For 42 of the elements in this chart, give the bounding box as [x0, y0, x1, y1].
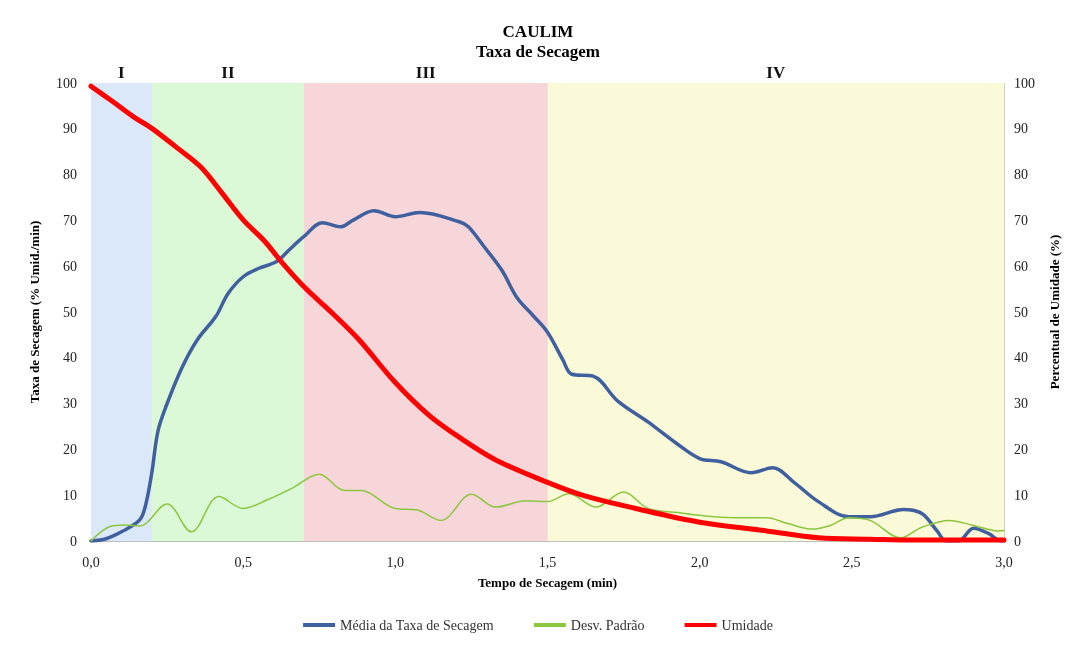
legend-label: Desv. Padrão	[570, 617, 645, 633]
y-tick-label: 70	[63, 212, 77, 228]
x-tick-label: 3,0	[995, 554, 1013, 570]
y2-tick-label: 90	[1014, 121, 1028, 137]
x-tick-label: 1,5	[538, 554, 557, 570]
y-axis-title: Taxa de Secagem (% Umid./min)	[27, 220, 42, 404]
y2-tick-label: 20	[1014, 441, 1028, 457]
chart-subtitle: Taxa de Secagem	[475, 42, 601, 61]
legend-label: Umidade	[721, 617, 773, 633]
y2-tick-label: 30	[1014, 396, 1028, 412]
x-tick-label: 1,0	[386, 554, 405, 570]
y2-tick-label: 80	[1014, 167, 1028, 183]
y-tick-label: 0	[70, 533, 77, 549]
y2-tick-label: 50	[1014, 304, 1028, 320]
y-tick-label: 90	[63, 121, 77, 137]
y-tick-label: 60	[63, 258, 77, 274]
band-label: I	[118, 63, 126, 82]
y2-tick-label: 70	[1014, 212, 1028, 228]
y-tick-label: 10	[63, 487, 77, 503]
y2-tick-label: 100	[1014, 75, 1035, 91]
chart-title: CAULIM	[502, 22, 574, 41]
x-tick-label: 2,5	[843, 554, 861, 570]
y-tick-label: 100	[56, 75, 77, 91]
y2-tick-label: 10	[1014, 487, 1028, 503]
band-label: IV	[766, 63, 786, 82]
x-tick-label: 0,5	[234, 554, 252, 570]
y2-tick-label: 60	[1014, 258, 1028, 274]
y2-axis-title: Percentual de Umidade (%)	[1047, 234, 1062, 390]
x-tick-label: 2,0	[690, 554, 709, 570]
y2-tick-label: 0	[1014, 533, 1021, 549]
x-tick-label: 0,0	[82, 554, 100, 570]
y2-tick-label: 40	[1014, 350, 1028, 366]
y-tick-label: 30	[63, 396, 77, 412]
y-tick-label: 80	[63, 167, 77, 183]
x-axis-title: Tempo de Secagem (min)	[477, 575, 618, 590]
band-label: III	[415, 63, 437, 82]
y-tick-label: 20	[63, 441, 77, 457]
y-tick-label: 40	[63, 350, 77, 366]
band-label: II	[221, 63, 235, 82]
line-series	[90, 473, 1005, 542]
y-tick-label: 50	[63, 304, 77, 320]
legend-label: Média da Taxa de Secagem	[340, 617, 494, 633]
